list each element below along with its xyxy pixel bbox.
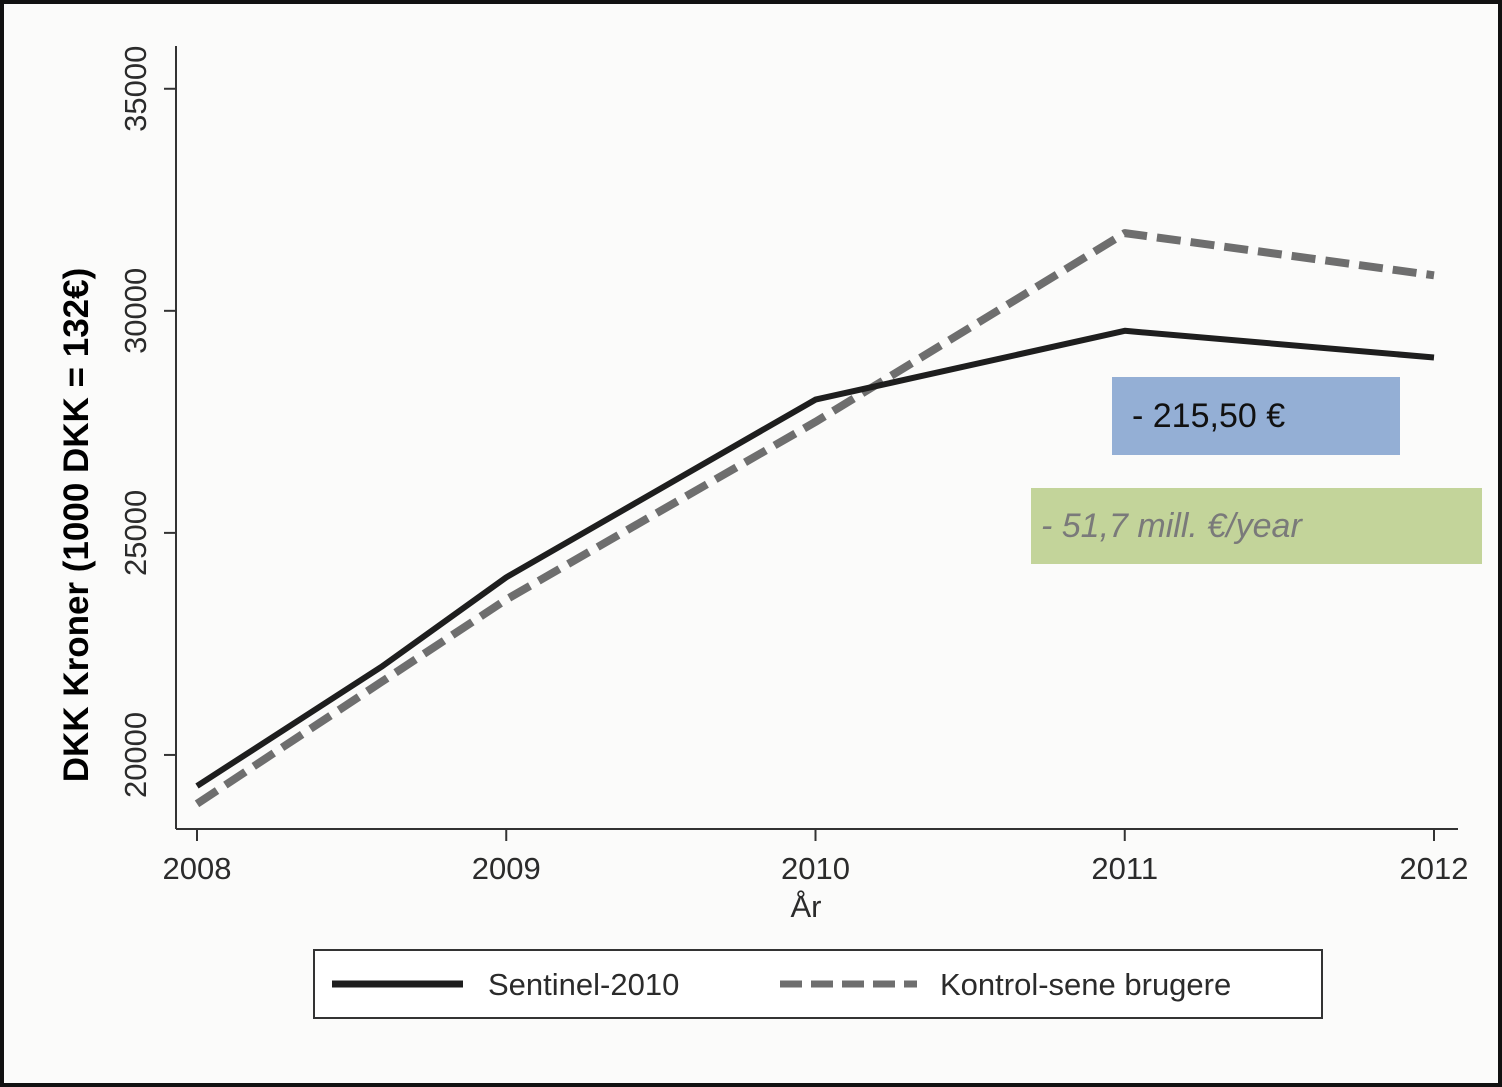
x-tick-label: 2008 (163, 851, 232, 886)
x-tick-label: 2009 (472, 851, 541, 886)
y-tick-label: 20000 (118, 712, 153, 798)
y-tick-label: 25000 (118, 490, 153, 576)
x-axis-title: År (791, 889, 822, 924)
legend-label-sentinel: Sentinel-2010 (488, 967, 679, 1002)
legend-label-kontrol: Kontrol-sene brugere (940, 967, 1231, 1002)
y-axis-title: DKK Kroner (1000 DKK = 132€) (57, 268, 96, 783)
y-tick-label: 35000 (118, 46, 153, 132)
series-line-kontrol (194, 229, 1435, 808)
x-tick-label: 2012 (1400, 851, 1469, 886)
series-layer (194, 229, 1435, 808)
annotation-savings-per-year: - 51,7 mill. €/year (1031, 488, 1482, 564)
y-tick-label: 30000 (118, 268, 153, 354)
axes (175, 46, 1458, 830)
series-line-sentinel (195, 327, 1435, 789)
legend: Sentinel-2010 Kontrol-sene brugere (313, 949, 1323, 1019)
x-tick-label: 2011 (1091, 851, 1158, 886)
annotation-savings-per-patient: - 215,50 € (1112, 377, 1400, 455)
ticks-layer: 2008 2009 2010 2011 2012 20000 25000 30000 35000 (118, 46, 1468, 886)
x-tick-label: 2010 (781, 851, 850, 886)
